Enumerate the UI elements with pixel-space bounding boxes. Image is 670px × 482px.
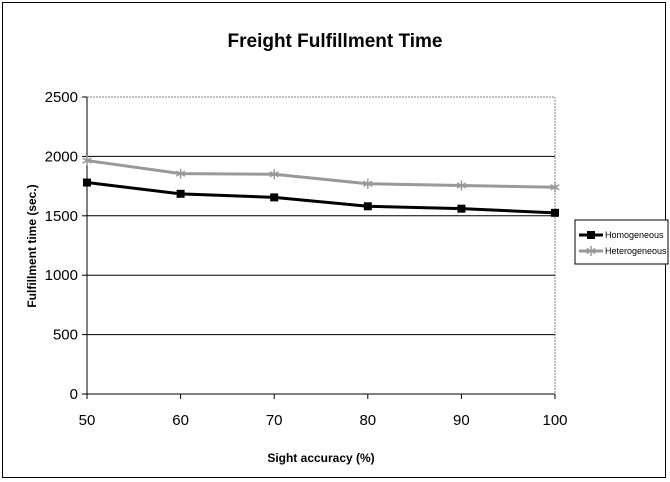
plot-area xyxy=(86,96,556,395)
data-point xyxy=(551,208,559,217)
legend: Homogeneous Heterogeneous xyxy=(574,219,669,265)
series-homogeneous xyxy=(83,178,559,217)
y-tick-label: 1500 xyxy=(45,208,78,225)
series-group xyxy=(82,155,560,217)
legend-label: Homogeneous xyxy=(605,230,664,240)
x-tick-label: 50 xyxy=(79,412,96,429)
data-point xyxy=(363,178,373,189)
x-axis-label: Sight accuracy (%) xyxy=(267,451,374,465)
plot-border xyxy=(86,96,556,395)
data-point xyxy=(82,155,92,166)
data-point xyxy=(457,204,466,213)
data-point xyxy=(269,169,279,180)
data-point xyxy=(456,180,467,191)
x-tick-label: 100 xyxy=(542,412,567,429)
series-heterogeneous xyxy=(82,155,560,193)
y-tick-label: 500 xyxy=(53,327,78,344)
data-point xyxy=(176,189,185,198)
data-point xyxy=(550,182,560,193)
gridlines xyxy=(86,97,555,395)
x-tick-label: 80 xyxy=(359,412,376,429)
legend-label: Heterogeneous xyxy=(605,246,667,256)
y-tick-label: 2000 xyxy=(45,148,78,165)
data-point xyxy=(175,168,186,179)
legend-box xyxy=(574,219,669,265)
legend-marker xyxy=(587,231,595,239)
series-line xyxy=(86,181,556,215)
x-axis-ticks: 50 60 70 80 90 100 xyxy=(79,394,568,429)
x-tick-label: 90 xyxy=(453,412,470,429)
chart-title: Freight Fulfillment Time xyxy=(228,31,443,52)
x-tick-label: 60 xyxy=(172,412,189,429)
y-axis-ticks: 0 500 1000 1500 2000 2500 xyxy=(45,89,87,403)
y-tick-label: 2500 xyxy=(45,89,78,106)
series-line xyxy=(86,159,556,189)
legend-marker xyxy=(586,246,596,256)
data-point xyxy=(270,193,279,202)
data-point xyxy=(83,178,91,187)
x-tick-label: 70 xyxy=(266,412,283,429)
y-tick-label: 0 xyxy=(70,386,78,403)
data-point xyxy=(363,202,372,211)
y-tick-label: 1000 xyxy=(45,267,78,284)
y-axis-label: Fulfillment time (sec.) xyxy=(25,184,39,307)
